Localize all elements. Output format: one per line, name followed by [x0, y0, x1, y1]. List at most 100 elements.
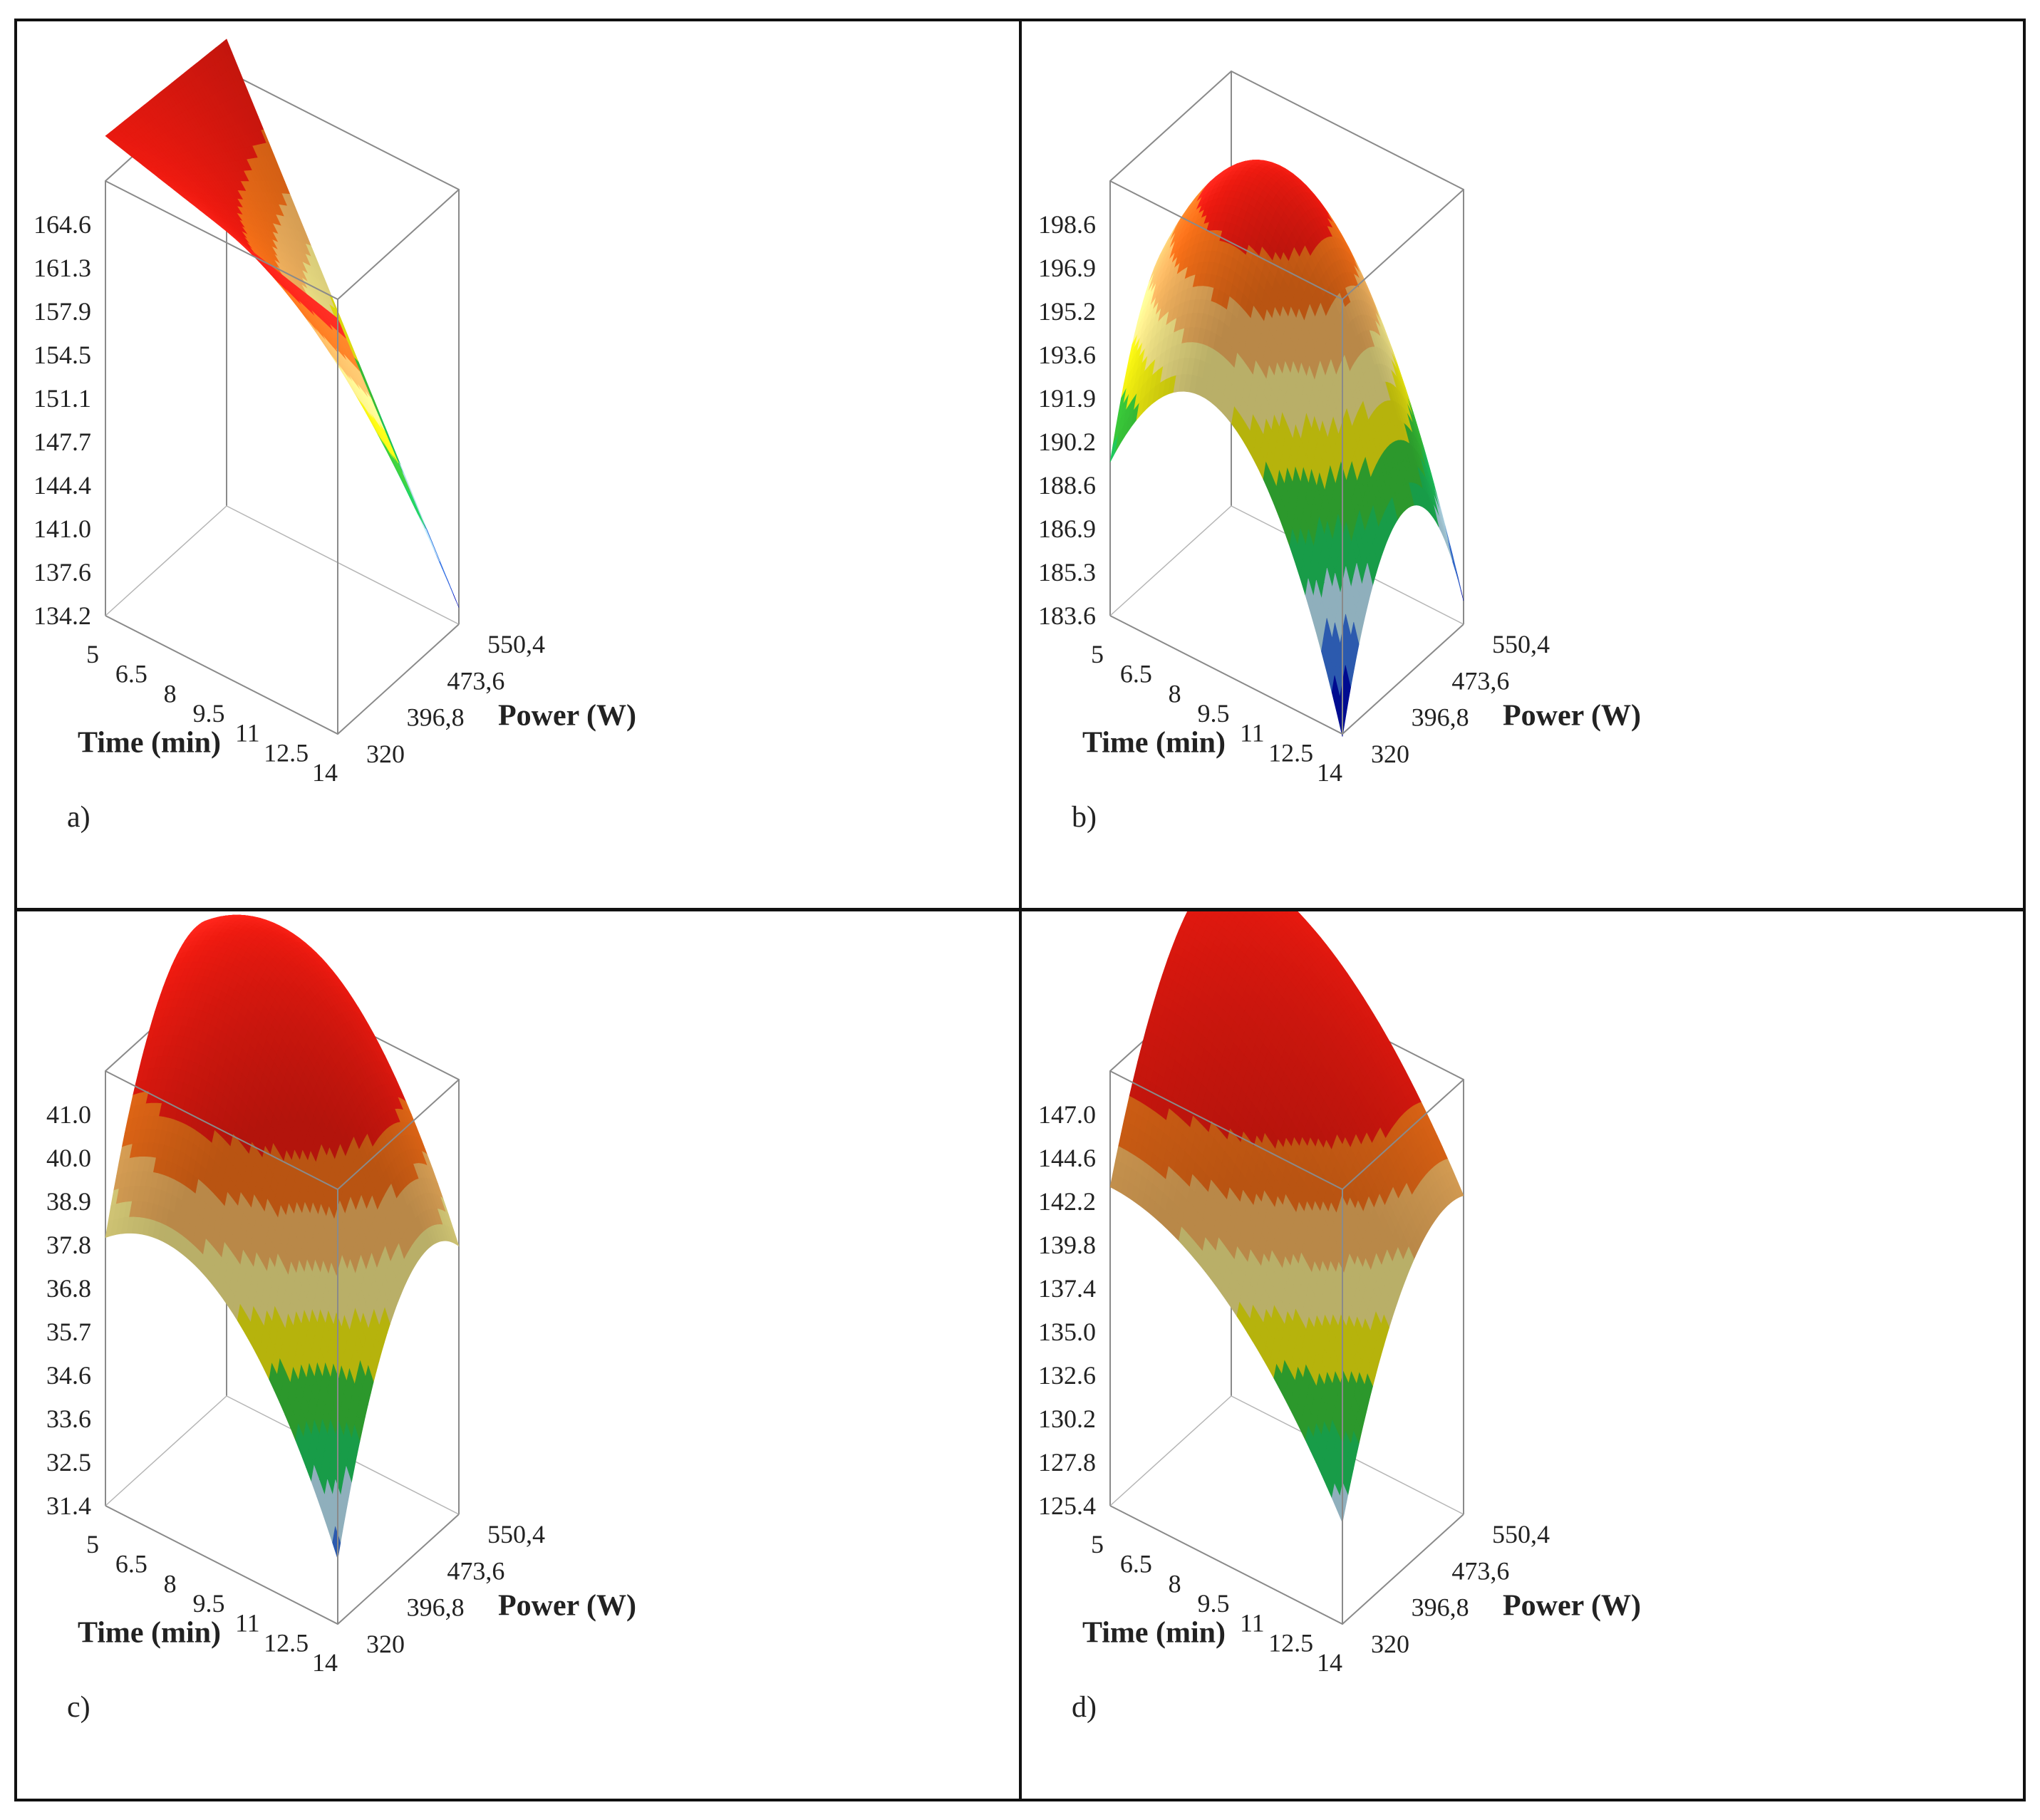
z-tick-label: 147.7: [33, 428, 91, 456]
x-tick-label: 9.5: [1198, 699, 1230, 728]
y-tick-label: 320: [1371, 740, 1409, 768]
chart-panel-a: 134.2 137.6 141.0 144.4 147.7 151.1 154.5 157.9…: [17, 21, 1019, 909]
z-tick-label: 132.6: [1038, 1361, 1096, 1390]
z-tick-label: 139.8: [1038, 1231, 1096, 1259]
z-tick-label: 137.6: [33, 558, 91, 586]
x-tick-label: 8: [164, 1569, 177, 1598]
x-axis-title: Time (min): [78, 1617, 221, 1650]
response-surface: [1109, 160, 1464, 737]
y-tick-label: 320: [366, 740, 405, 768]
panel-label: b): [1072, 801, 1097, 834]
box-front-edges: [1109, 1070, 1464, 1625]
z-tick-label: 35.7: [46, 1318, 91, 1346]
z-tick-label: 154.5: [33, 341, 91, 369]
x-tick-label: 14: [1317, 758, 1342, 787]
y-tick-label: 473,6: [447, 1556, 504, 1585]
response-surface: [105, 38, 460, 608]
y-tick-label: 550,4: [487, 1520, 545, 1548]
x-tick-label: 11: [235, 1609, 260, 1638]
z-tick-label: 193.6: [1038, 341, 1096, 369]
surface-plot: 183.6 185.3 186.9 188.6 190.2 191.9 193.6 195.2…: [1038, 70, 1641, 834]
y-tick-label: 473,6: [1451, 1556, 1509, 1585]
y-tick-label: 396,8: [407, 703, 465, 732]
z-tick-label: 161.3: [33, 254, 91, 282]
z-tick-label: 130.2: [1038, 1405, 1096, 1433]
x-tick-label: 9.5: [1198, 1589, 1230, 1618]
surface-plot: 134.2 137.6 141.0 144.4 147.7 151.1 154.5 157.9…: [33, 38, 636, 834]
z-tick-label: 183.6: [1038, 601, 1096, 630]
z-tick-label: 134.2: [33, 601, 91, 630]
x-axis-title: Time (min): [1082, 727, 1226, 760]
z-tick-label: 34.6: [46, 1361, 91, 1390]
z-tick-label: 164.6: [33, 210, 91, 239]
x-tick-label: 12.5: [1268, 1628, 1313, 1657]
z-tick-label: 144.6: [1038, 1144, 1096, 1172]
panel-label: d): [1072, 1691, 1097, 1724]
x-tick-label: 12.5: [264, 738, 309, 767]
box-front-edges: [105, 180, 460, 735]
z-tick-label: 142.2: [1038, 1187, 1096, 1216]
x-tick-label: 14: [1317, 1648, 1342, 1677]
x-tick-label: 9.5: [193, 1589, 225, 1618]
z-tick-label: 147.0: [1038, 1100, 1096, 1129]
x-tick-label: 5: [86, 640, 99, 668]
z-tick-label: 137.4: [1038, 1274, 1096, 1303]
x-tick-label: 8: [1169, 1569, 1181, 1598]
z-tick-label: 36.8: [46, 1274, 91, 1303]
z-axis-ticks: 125.4 127.8 130.2 132.6 135.0 137.4 139.8 142.2…: [1038, 1100, 1096, 1520]
surface-plot: 31.4 32.5 33.6 34.6 35.7 36.8 37.8 38.9 40.0 41.0…: [46, 914, 636, 1724]
z-tick-label: 144.4: [33, 471, 91, 500]
z-tick-label: 188.6: [1038, 471, 1096, 500]
x-axis-title: Time (min): [1082, 1617, 1226, 1650]
x-tick-label: 11: [1240, 719, 1265, 748]
z-tick-label: 157.9: [33, 297, 91, 326]
panel-label: a): [67, 801, 90, 834]
response-surface: [105, 914, 460, 1559]
x-tick-label: 6.5: [115, 1550, 147, 1578]
z-tick-label: 37.8: [46, 1231, 91, 1259]
y-tick-label: 473,6: [1451, 666, 1509, 695]
y-axis-title: Power (W): [1503, 1590, 1641, 1623]
chart-panel-d: 125.4 127.8 130.2 132.6 135.0 137.4 139.8 142.2…: [1022, 911, 2023, 1799]
y-tick-label: 396,8: [1412, 1593, 1469, 1622]
x-tick-label: 11: [1240, 1609, 1265, 1638]
y-axis-title: Power (W): [498, 700, 636, 733]
box-front-edges: [105, 1070, 460, 1625]
frame-middle-vertical: [1019, 19, 1022, 1801]
x-tick-label: 12.5: [264, 1628, 309, 1657]
z-tick-label: 141.0: [33, 515, 91, 543]
y-tick-label: 396,8: [407, 1593, 465, 1622]
x-tick-label: 5: [86, 1530, 99, 1558]
x-tick-label: 8: [164, 679, 177, 708]
y-tick-label: 320: [1371, 1630, 1409, 1658]
response-surface: [1109, 911, 1464, 1524]
x-tick-label: 5: [1091, 640, 1104, 668]
chart-panel-b: 183.6 185.3 186.9 188.6 190.2 191.9 193.6 195.2…: [1022, 21, 2023, 909]
z-tick-label: 135.0: [1038, 1318, 1096, 1346]
x-tick-label: 11: [235, 719, 260, 748]
y-tick-label: 550,4: [487, 630, 545, 658]
y-tick-label: 473,6: [447, 666, 504, 695]
y-tick-label: 396,8: [1412, 703, 1469, 732]
z-axis-ticks: 134.2 137.6 141.0 144.4 147.7 151.1 154.5 157.9…: [33, 210, 91, 630]
y-tick-label: 550,4: [1492, 1520, 1550, 1548]
x-tick-label: 6.5: [1120, 1550, 1152, 1578]
z-tick-label: 151.1: [33, 384, 91, 413]
z-tick-label: 40.0: [46, 1144, 91, 1172]
x-tick-label: 8: [1169, 679, 1181, 708]
z-tick-label: 195.2: [1038, 297, 1096, 326]
x-tick-label: 14: [312, 758, 338, 787]
z-tick-label: 33.6: [46, 1405, 91, 1433]
x-axis-title: Time (min): [78, 727, 221, 760]
z-tick-label: 41.0: [46, 1100, 91, 1129]
z-tick-label: 38.9: [46, 1187, 91, 1216]
z-tick-label: 186.9: [1038, 515, 1096, 543]
panel-label: c): [67, 1691, 90, 1724]
